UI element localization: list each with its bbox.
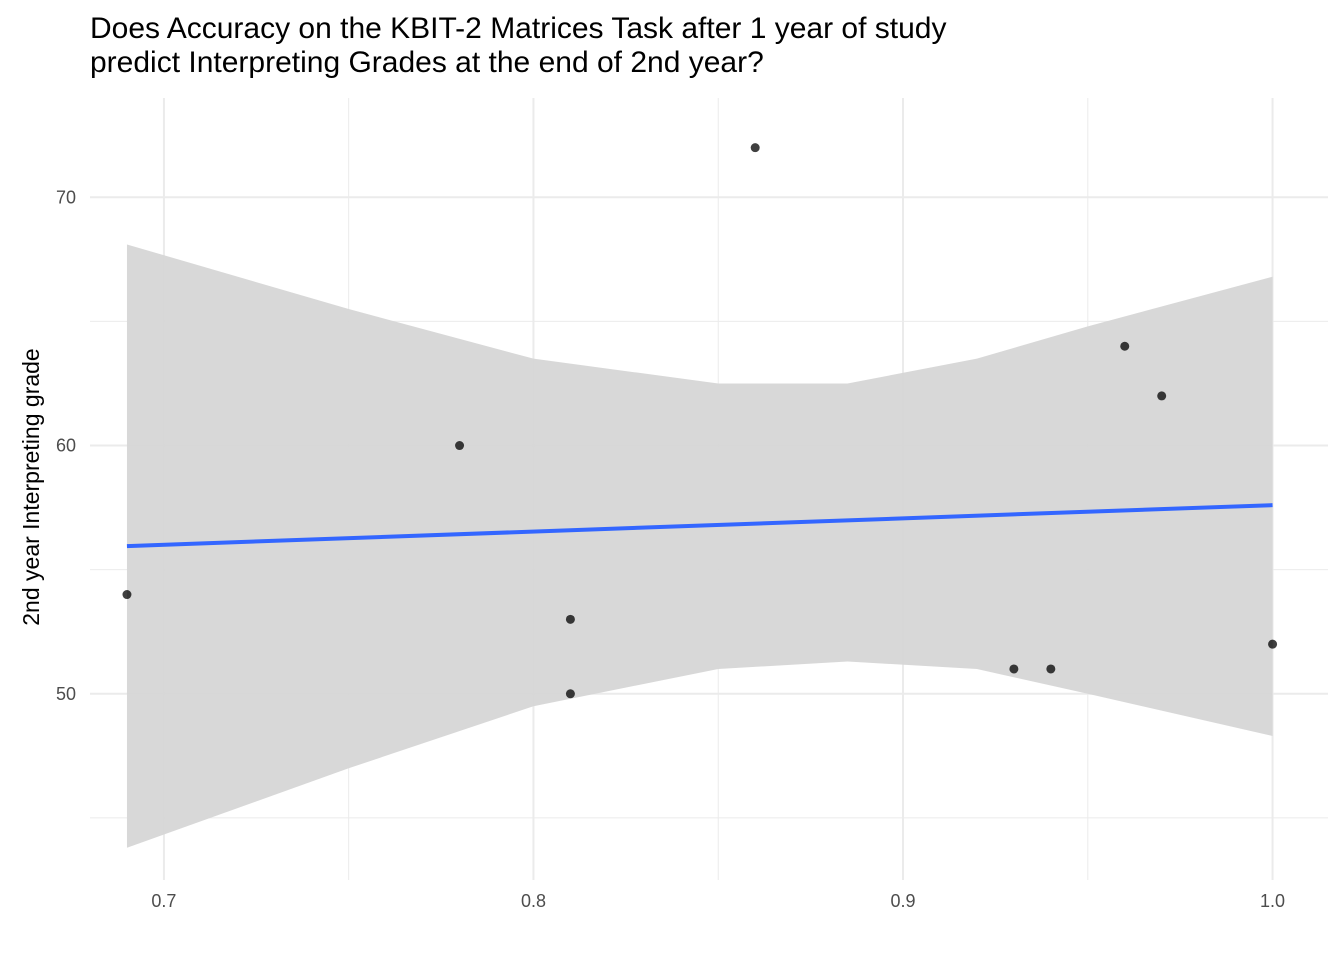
x-tick-label: 0.8	[521, 891, 546, 911]
data-point	[1120, 341, 1130, 351]
data-point	[565, 614, 575, 624]
y-axis-label: 2nd year Interpreting grade	[18, 348, 44, 625]
data-point	[1009, 664, 1019, 674]
data-point	[122, 590, 132, 600]
chart-title-line-1: Does Accuracy on the KBIT-2 Matrices Tas…	[90, 12, 947, 45]
confidence-band	[126, 244, 1273, 848]
data-point	[455, 441, 465, 451]
chart-title: Does Accuracy on the KBIT-2 Matrices Tas…	[90, 12, 1290, 80]
y-tick-label: 60	[56, 436, 76, 456]
data-point	[750, 143, 760, 153]
data-point	[565, 689, 575, 699]
data-point	[1268, 639, 1278, 649]
y-tick-label: 50	[56, 684, 76, 704]
chart-title-line-2: predict Interpreting Grades at the end o…	[90, 46, 764, 79]
x-tick-label: 0.7	[151, 891, 176, 911]
x-tick-label: 0.9	[890, 891, 915, 911]
y-axis-ticks: 50 60 70	[56, 187, 76, 704]
data-points	[122, 143, 1278, 699]
y-tick-label: 70	[56, 187, 76, 207]
data-point	[1157, 391, 1167, 401]
x-axis-ticks: 0.7 0.8 0.9 1.0	[151, 891, 1285, 911]
data-point	[1046, 664, 1056, 674]
regression-line	[126, 503, 1273, 549]
x-tick-label: 1.0	[1260, 891, 1285, 911]
